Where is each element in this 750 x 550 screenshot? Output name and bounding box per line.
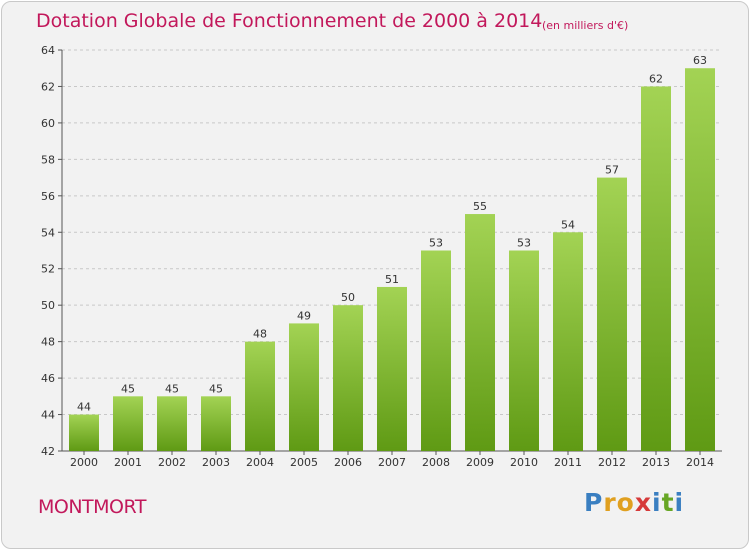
x-tick-label: 2014 [686,456,714,469]
x-tick-label: 2012 [598,456,626,469]
x-tick-label: 2007 [378,456,406,469]
data-label: 55 [473,200,487,213]
data-label: 62 [649,72,663,85]
bar [509,250,539,451]
x-tick-label: 2001 [114,456,142,469]
bar [245,341,275,451]
x-tick-label: 2010 [510,456,538,469]
logo-letter: P [584,488,604,517]
logo-letter: t [661,488,675,517]
data-label: 45 [165,382,179,395]
y-tick-label: 54 [41,226,55,239]
data-label: 57 [605,164,619,177]
chart-title: Dotation Globale de Fonctionnement de 20… [36,10,543,32]
y-tick-label: 48 [41,336,55,349]
y-tick-label: 62 [41,80,55,93]
data-label: 44 [77,401,91,414]
bar [597,177,627,451]
bar [685,68,715,452]
x-tick-label: 2008 [422,456,450,469]
bar [157,396,187,451]
x-tick-label: 2005 [290,456,318,469]
bar [553,232,583,451]
y-tick-label: 52 [41,263,55,276]
proxiti-logo: Proxiti [584,488,684,517]
bar [113,396,143,451]
data-label: 51 [385,273,399,286]
x-tick-label: 2011 [554,456,582,469]
x-tick-label: 2002 [158,456,186,469]
x-tick-label: 2013 [642,456,670,469]
data-label: 49 [297,309,311,322]
x-tick-label: 2000 [70,456,98,469]
y-tick-label: 46 [41,372,55,385]
x-tick-label: 2006 [334,456,362,469]
bar [201,396,231,451]
y-tick-label: 58 [41,153,55,166]
y-tick-label: 50 [41,299,55,312]
data-label: 45 [209,382,223,395]
bar [465,214,495,451]
y-tick-label: 42 [41,445,55,458]
unit-note: (en milliers d'€) [542,19,629,32]
commune-name: MONTMORT [38,496,146,518]
bar [289,323,319,451]
data-label: 45 [121,382,135,395]
logo-letter: r [603,488,617,517]
y-tick-label: 64 [41,44,55,57]
data-label: 53 [517,237,531,250]
data-label: 48 [253,328,267,341]
data-label: 53 [429,237,443,250]
data-label: 63 [693,54,707,67]
logo-letter: o [616,488,635,517]
x-tick-label: 2009 [466,456,494,469]
logo-letter: i [674,488,685,517]
bar [69,414,99,451]
bar [641,86,671,452]
logo-letter: x [634,488,652,517]
bar [421,250,451,451]
logo-letter: i [652,488,662,517]
y-tick-label: 44 [41,409,55,422]
y-tick-label: 56 [41,190,55,203]
bar [377,286,407,451]
data-label: 50 [341,291,355,304]
x-tick-label: 2003 [202,456,230,469]
data-label: 54 [561,218,575,231]
x-tick-label: 2004 [246,456,274,469]
bar [333,305,363,451]
y-tick-label: 60 [41,117,55,130]
